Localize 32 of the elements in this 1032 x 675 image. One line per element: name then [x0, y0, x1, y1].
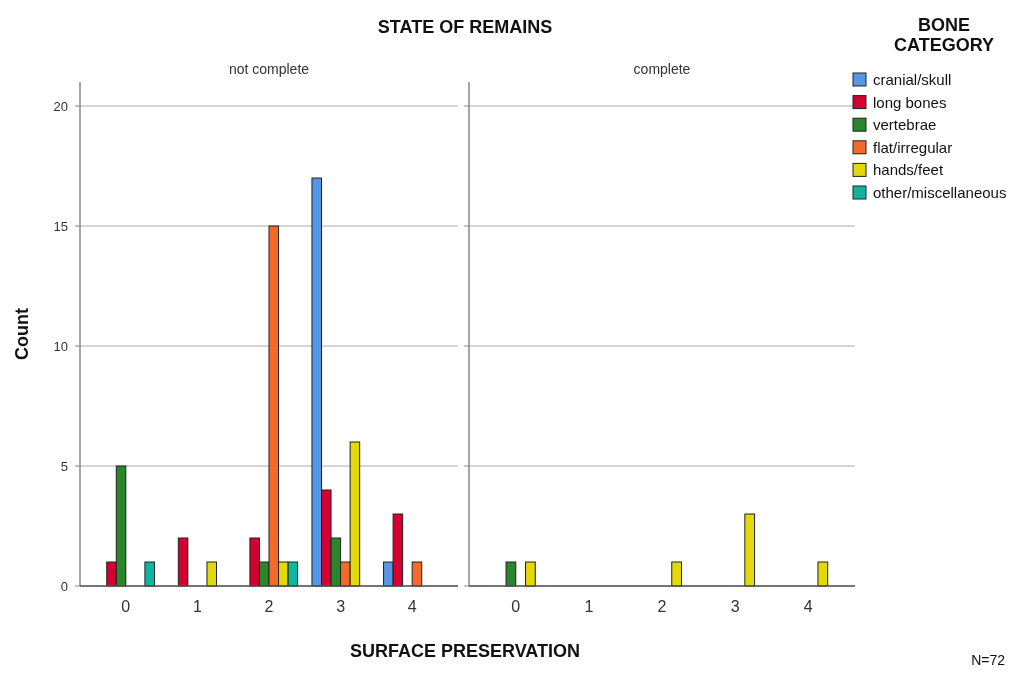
legend-label: hands/feet	[873, 161, 944, 179]
x-tick-label: 1	[584, 598, 594, 615]
bar	[206, 561, 217, 587]
y-axis-title: Count	[12, 308, 32, 360]
legend-label: cranial/skull	[873, 71, 952, 88]
x-axis-title: SURFACE PRESERVATION	[349, 641, 581, 661]
legend-label: long bones	[873, 93, 947, 111]
x-tick-label: 0	[511, 598, 521, 615]
chart-subtitle: not complete	[228, 61, 310, 77]
legend-label: other/miscellaneous	[873, 184, 1007, 201]
text: N=72	[971, 652, 1006, 668]
legend-label: flat/irregular	[873, 138, 953, 156]
bar	[177, 537, 189, 587]
bar	[144, 561, 155, 587]
x-tick-label: 4	[407, 598, 417, 615]
y-tick-label: 10	[53, 338, 68, 354]
x-tick-label: 1	[192, 598, 202, 615]
legend-title: BONE CATEGORY	[893, 15, 995, 55]
y-tick-label: 20	[53, 98, 68, 114]
y-tick-label: 0	[60, 578, 68, 594]
chart-subtitle: complete	[633, 61, 691, 77]
legend-label: vertebrae	[873, 116, 937, 134]
x-tick-label: 0	[121, 598, 131, 615]
chart-title: STATE OF REMAINS	[377, 17, 553, 37]
y-tick-label: 5	[60, 458, 68, 474]
x-tick-label: 4	[803, 598, 813, 615]
y-tick-label: 15	[53, 218, 68, 234]
x-tick-label: 3	[336, 598, 346, 615]
x-tick-label: 2	[657, 598, 667, 615]
bar	[411, 561, 423, 587]
x-tick-label: 2	[264, 598, 274, 615]
x-tick-label: 3	[730, 598, 740, 615]
